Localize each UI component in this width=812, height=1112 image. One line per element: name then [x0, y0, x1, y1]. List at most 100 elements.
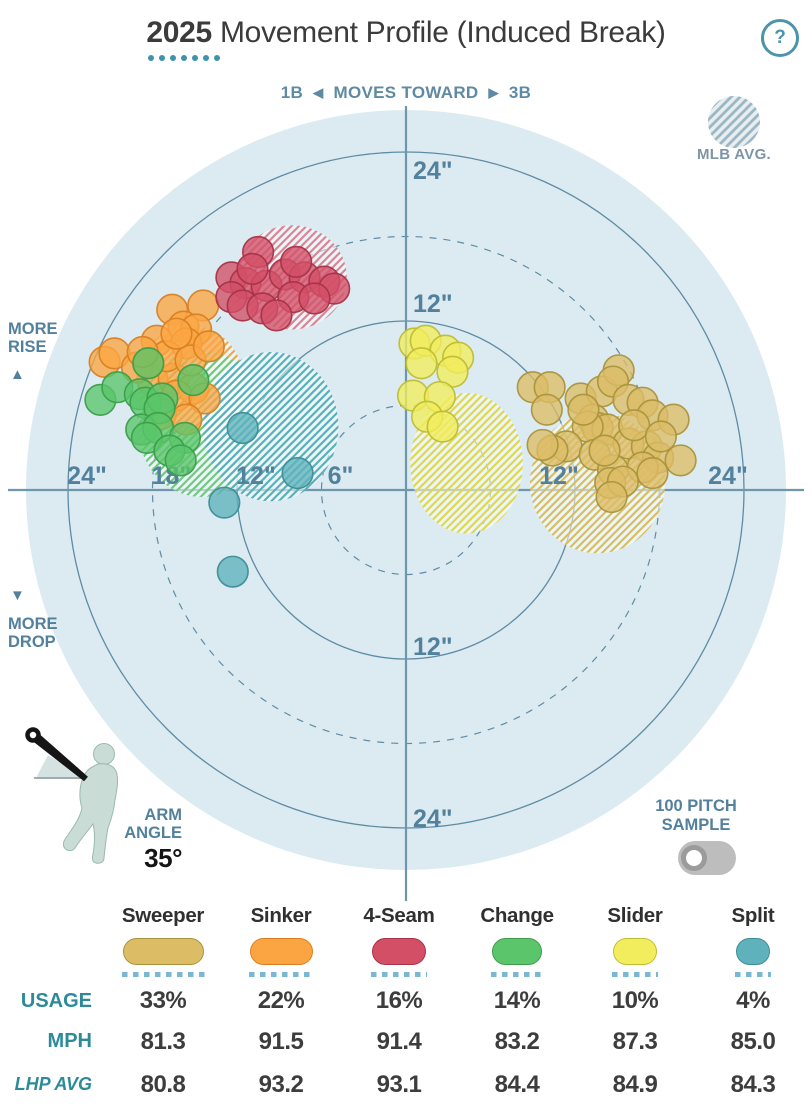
pitch-dot-split — [281, 457, 314, 490]
arm-angle-needle-icon — [29, 731, 88, 782]
pitch-dot-sweeper — [630, 430, 663, 463]
pitch-dot-sweeper — [588, 434, 621, 467]
pitch-dot-slider — [405, 347, 438, 380]
pitch-dot-sweeper — [536, 434, 569, 467]
pitch-dot-sinker — [187, 289, 220, 322]
pitch-dot-fourseam — [298, 282, 331, 315]
mlb-avg-legend-label: MLB AVG. — [696, 146, 772, 163]
usage-value-change: 14% — [493, 987, 541, 1014]
rise-arrow-icon: ▲ — [10, 365, 25, 383]
pitch-dot-change — [153, 434, 186, 467]
pitch-dot-fourseam — [288, 261, 321, 294]
pitch-dot-sinker — [140, 324, 173, 357]
pitch-dot-fourseam — [308, 265, 341, 298]
pitch-dot-fourseam — [268, 258, 301, 291]
mph-value-slider: 87.3 — [612, 1027, 658, 1055]
direction-label: MOVES TOWARD — [333, 83, 479, 102]
help-button[interactable]: ? — [761, 19, 799, 57]
pitch-sample-toggle[interactable] — [678, 840, 736, 875]
pitch-dot-slider — [442, 341, 475, 374]
lhp-avg-value-sweeper: 80.8 — [140, 1070, 186, 1098]
pitch-pill-slider — [613, 938, 657, 965]
pitch-dot-slider — [398, 327, 431, 360]
mph-value-split: 85.0 — [730, 1027, 776, 1055]
pitch-dot-sinker — [150, 340, 183, 373]
mlb-avg-zone-fourseam — [237, 225, 347, 330]
ring-label: 24" — [413, 157, 453, 185]
lhp-avg-value-change: 84.4 — [494, 1070, 540, 1098]
pitch-dot-change — [130, 421, 163, 454]
usage-value-sinker: 22% — [257, 987, 305, 1014]
pitch-dot-sweeper — [581, 411, 614, 445]
pill-underline-dots — [735, 972, 771, 977]
pitch-dot-slider — [429, 334, 462, 367]
pitch-dot-sweeper — [606, 465, 639, 498]
ring-label: 6" — [328, 462, 354, 490]
pitch-dot-sinker — [136, 364, 169, 397]
pitch-dot-sweeper — [595, 480, 628, 514]
pitch-dot-split — [226, 411, 259, 445]
toggle-knob — [681, 844, 707, 871]
pitch-dot-sinker — [120, 351, 154, 384]
mlb-avg-zone-split — [203, 351, 339, 502]
pitcher-silhouette — [25, 727, 119, 864]
pitch-dot-sinker — [192, 330, 225, 363]
lhp-avg-value-slider: 84.9 — [612, 1070, 658, 1098]
pitch-sample-control: 100 PITCH SAMPLE — [630, 797, 762, 875]
mph-value-sinker: 91.5 — [258, 1027, 304, 1055]
mph-row-label: MPH — [47, 1030, 92, 1052]
lhp-avg-row-label: LHP AVG — [14, 1074, 92, 1094]
pitch-dot-change — [123, 378, 156, 411]
pitch-dot-sweeper — [626, 451, 659, 484]
pitch-dot-fourseam — [250, 269, 283, 302]
pill-underline-dots — [612, 972, 658, 977]
pitch-dot-sweeper — [596, 365, 630, 398]
ring-label: 12" — [413, 633, 453, 661]
question-icon: ? — [774, 27, 786, 48]
pitch-dot-sweeper — [577, 403, 610, 436]
more-rise-label: MORE RISE ▲ — [8, 320, 58, 383]
table-corner-spacer — [0, 898, 104, 934]
table-pill-row-spacer — [0, 934, 104, 982]
pitch-dot-fourseam — [215, 280, 248, 314]
pitch-dot-slider — [411, 400, 444, 433]
pitch-pill-cell-change — [458, 934, 576, 982]
pitch-dot-split — [208, 486, 241, 519]
pitcher-head — [93, 743, 115, 765]
pitch-dot-sweeper — [516, 371, 549, 404]
pitch-dot-sinker — [132, 347, 165, 380]
arm-angle-label: ARM ANGLE 35° — [96, 806, 182, 873]
pitch-dot-sinker — [170, 403, 203, 436]
pitch-pill-cell-split — [694, 934, 812, 982]
mlb-avg-zone-sinker — [137, 325, 245, 441]
pitch-dot-sinker — [177, 372, 210, 405]
pitch-dot-fourseam — [280, 245, 313, 278]
pitch-dot-change — [168, 421, 201, 454]
pitch-dot-change — [164, 444, 197, 477]
pitch-dot-sinker — [126, 335, 159, 369]
pitch-pill-change — [492, 938, 542, 965]
drop-arrow-icon: ▼ — [10, 587, 25, 604]
pitch-dot-sweeper — [602, 354, 635, 387]
pill-underline-dots — [121, 972, 205, 977]
pitch-dot-sinker — [160, 317, 193, 350]
pitch-dot-slider — [426, 410, 459, 443]
pitch-dot-change — [143, 392, 176, 425]
pitch-column-header-sweeper: Sweeper — [121, 904, 205, 927]
pitch-dot-change — [101, 371, 134, 404]
ring-label: 24" — [413, 805, 453, 833]
title-underline-dots — [148, 55, 221, 61]
pitch-dot-change — [125, 413, 158, 446]
pitch-dot-fourseam — [260, 299, 293, 332]
direction-3b-label: 3B — [508, 83, 532, 102]
pitch-dot-change — [146, 382, 179, 415]
pitch-pill-sinker — [249, 938, 313, 965]
pitch-dot-sweeper — [618, 409, 651, 442]
pitch-dot-fourseam — [229, 266, 262, 300]
pill-underline-dots — [491, 972, 543, 977]
pitch-dot-fourseam — [318, 272, 351, 305]
pitch-dot-slider — [436, 355, 469, 388]
pitch-dot-sweeper — [612, 383, 645, 416]
pill-underline-dots — [248, 972, 314, 977]
